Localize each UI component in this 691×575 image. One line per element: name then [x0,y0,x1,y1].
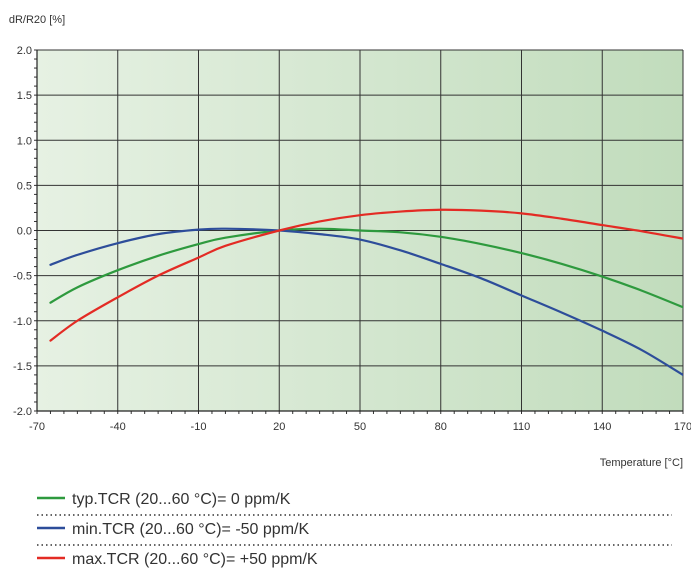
y-tick-label: 1.0 [17,135,32,147]
series-group [49,208,683,376]
y-tick-label: -1.0 [13,316,32,328]
x-tick-label: 20 [273,421,285,433]
x-tick-label: 80 [435,421,447,433]
series-line-2 [49,227,683,376]
series-line-1 [49,227,683,309]
y-tick-label: 1.5 [17,90,32,102]
x-axis-label: Temperature [°C] [600,457,683,469]
x-tick-label: 170 [674,421,691,433]
x-tick-label: 110 [513,421,531,433]
y-tick-label: -2.0 [13,406,32,418]
legend-label: typ.TCR (20...60 °C)= 0 ppm/K [72,491,291,508]
x-tick-label: -10 [191,421,207,433]
y-tick-label: 0.0 [17,226,32,238]
x-tick-label: -40 [110,421,126,433]
x-tick-label: -70 [29,421,45,433]
legend-label: max.TCR (20...60 °C)= +50 ppm/K [72,551,318,568]
y-tick-label: -1.5 [13,361,32,373]
y-tick-label: -0.5 [13,271,32,283]
y-axis-label: dR/R20 [%] [9,14,65,26]
x-tick-label: 140 [593,421,611,433]
series-line-3 [49,208,683,342]
y-tick-label: 0.5 [17,180,32,192]
y-tick-label: 2.0 [17,45,32,57]
legend-label: min.TCR (20...60 °C)= -50 ppm/K [72,521,309,538]
x-tick-label: 50 [354,421,366,433]
